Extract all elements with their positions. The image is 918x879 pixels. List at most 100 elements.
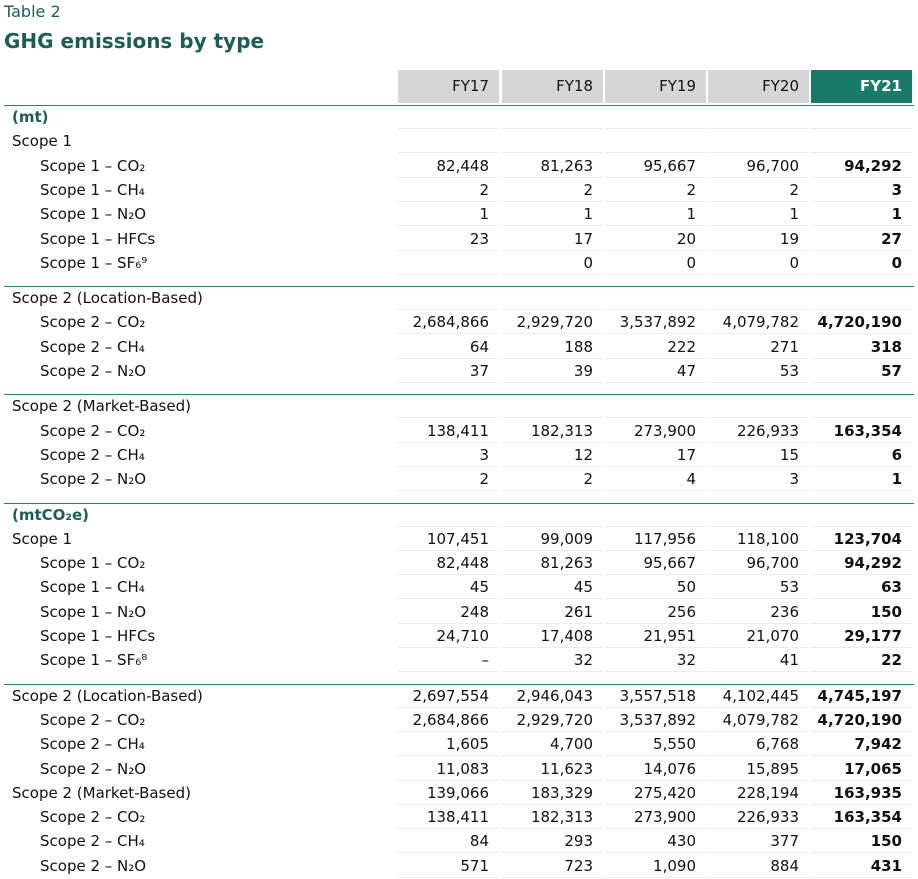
cell-value: 3,557,518: [605, 684, 706, 708]
cell-value: 4,700: [502, 732, 603, 757]
cell-value: 377: [708, 829, 809, 854]
row-label: Scope 2 – CH₄: [40, 337, 145, 356]
cell-value: 17: [502, 227, 603, 251]
empty-cell: [708, 129, 809, 154]
cell-value: 96,700: [708, 551, 809, 576]
empty-cell: [811, 129, 912, 154]
empty-cell: [708, 105, 809, 129]
cell-value: 884: [708, 854, 809, 878]
cell-value: 226,933: [708, 419, 809, 443]
row-label: Scope 2 – CO₂: [40, 313, 146, 332]
row-label: Scope 2 – CH₄: [40, 445, 145, 464]
cell-value: 4,102,445: [708, 684, 809, 708]
cell-value: 107,451: [398, 527, 499, 551]
cell-value: 82,448: [398, 551, 499, 576]
cell-value: 3: [708, 467, 809, 492]
cell-value: 4,745,197: [811, 684, 912, 708]
cell-value: 163,354: [811, 805, 912, 830]
cell-value: 138,411: [398, 419, 499, 443]
row-label: Scope 1 – CH₄: [40, 578, 145, 597]
cell-value: 0: [811, 251, 912, 275]
cell-value: 96,700: [708, 154, 809, 178]
row-label: Scope 1 – HFCs: [40, 627, 156, 645]
cell-value: 139,066: [398, 781, 499, 805]
cell-value: 571: [398, 854, 499, 878]
cell-value: 22: [811, 648, 912, 673]
cell-value: 182,313: [502, 805, 603, 830]
cell-value: 41: [708, 648, 809, 673]
cell-value: 21,951: [605, 624, 706, 648]
cell-value: 82,448: [398, 154, 499, 178]
row-label: Scope 1 – CO₂: [40, 156, 146, 175]
cell-value: 236: [708, 600, 809, 624]
empty-cell: [398, 105, 499, 129]
empty-cell: [708, 286, 809, 311]
cell-value: 24,710: [398, 624, 499, 648]
cell-value: 94,292: [811, 154, 912, 178]
cell-value: 53: [708, 359, 809, 383]
cell-value: 0: [605, 251, 706, 275]
cell-value: 3,537,892: [605, 310, 706, 335]
cell-value: 2,946,043: [502, 684, 603, 708]
row-label: Scope 2 – CH₄: [40, 735, 145, 754]
empty-cell: [708, 503, 809, 527]
cell-value: 430: [605, 829, 706, 854]
cell-value: [398, 251, 499, 275]
cell-value: 188: [502, 335, 603, 359]
cell-value: 95,667: [605, 551, 706, 576]
cell-value: 2: [398, 178, 499, 202]
cell-value: 94,292: [811, 551, 912, 576]
column-header: FY20: [708, 70, 809, 103]
cell-value: 163,354: [811, 419, 912, 443]
cell-value: 17,065: [811, 757, 912, 781]
cell-value: 723: [502, 854, 603, 878]
empty-cell: [502, 129, 603, 154]
cell-value: 2: [398, 467, 499, 492]
row-label: Scope 1: [12, 529, 73, 548]
row-label: Scope 1 – N₂O: [40, 205, 147, 224]
cell-value: 226,933: [708, 805, 809, 830]
row-label: Scope 2 (Market-Based): [12, 783, 191, 802]
cell-value: 81,263: [502, 551, 603, 576]
cell-value: 32: [605, 648, 706, 673]
cell-value: 20: [605, 227, 706, 251]
cell-value: 318: [811, 335, 912, 359]
cell-value: 23: [398, 227, 499, 251]
empty-cell: [605, 129, 706, 154]
empty-cell: [605, 503, 706, 527]
row-label: Scope 2 – N₂O: [40, 470, 147, 489]
cell-value: 4,720,190: [811, 708, 912, 732]
cell-value: 183,329: [502, 781, 603, 805]
cell-value: 27: [811, 227, 912, 251]
cell-value: 45: [502, 575, 603, 600]
cell-value: 2: [708, 178, 809, 202]
cell-value: 12: [502, 443, 603, 467]
empty-cell: [502, 503, 603, 527]
cell-value: 32: [502, 648, 603, 673]
column-header: FY21: [811, 70, 912, 103]
row-label: Scope 2 (Location-Based): [12, 289, 203, 308]
cell-value: 2,929,720: [502, 310, 603, 335]
cell-value: 138,411: [398, 805, 499, 830]
cell-value: 118,100: [708, 527, 809, 551]
row-label: Scope 2 – N₂O: [40, 856, 147, 875]
cell-value: 248: [398, 600, 499, 624]
cell-value: –: [398, 648, 499, 673]
cell-value: 182,313: [502, 419, 603, 443]
cell-value: 6: [811, 443, 912, 467]
cell-value: 293: [502, 829, 603, 854]
cell-value: 150: [811, 600, 912, 624]
cell-value: 163,935: [811, 781, 912, 805]
row-label: Scope 2 – CO₂: [40, 710, 146, 729]
cell-value: 19: [708, 227, 809, 251]
cell-value: 2,684,866: [398, 310, 499, 335]
cell-value: 1,605: [398, 732, 499, 757]
cell-value: 1: [811, 467, 912, 492]
cell-value: 2,697,554: [398, 684, 499, 708]
cell-value: 63: [811, 575, 912, 600]
separator: [4, 502, 914, 504]
cell-value: 50: [605, 575, 706, 600]
cell-value: 228,194: [708, 781, 809, 805]
cell-value: 4,720,190: [811, 310, 912, 335]
cell-value: 21,070: [708, 624, 809, 648]
